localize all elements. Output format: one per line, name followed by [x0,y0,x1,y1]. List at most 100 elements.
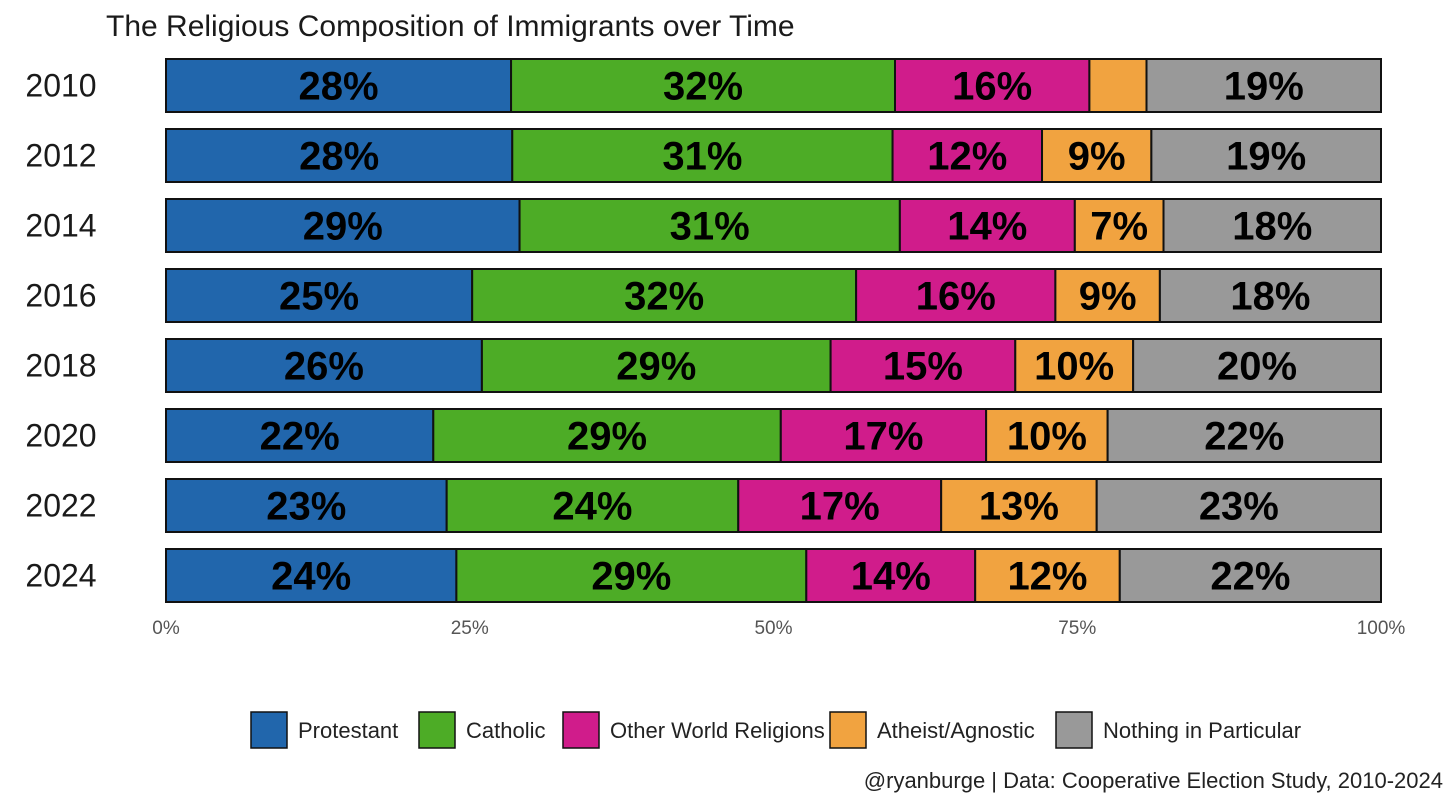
bar-row-2014: 29% 31% 14% 7% 18% [165,198,1383,253]
data-label-other-world-religions-2010: 16% [952,65,1032,109]
bar-other-world-religions-2016 [855,268,1057,323]
bar-row-2010: 28% 32% 16% 19% [165,58,1382,113]
legend-item-nothing-in-particular: Nothing in Particular [1055,711,1301,749]
data-label-atheist-agnostic-2022: 13% [979,485,1059,529]
bar-other-world-religions-2010 [894,58,1091,113]
data-label-other-world-religions-2016: 16% [916,275,996,319]
data-label-nothing-in-particular-2018: 20% [1217,345,1297,389]
bar-nothing-in-particular-2012 [1150,128,1382,183]
bar-row-2024: 24% 29% 14% 12% 22% [165,548,1383,603]
data-label-catholic-2016: 32% [624,275,704,319]
y-tick-label-2012: 2012 [25,138,96,174]
data-label-catholic-2018: 29% [616,345,696,389]
bar-catholic-2024 [455,548,808,603]
data-label-catholic-2020: 29% [567,415,647,459]
data-label-catholic-2024: 29% [591,555,671,599]
bar-catholic-2010 [510,58,896,113]
y-tick-label-2024: 2024 [25,558,96,594]
data-label-atheist-agnostic-2016: 9% [1079,275,1137,319]
x-tick-label-100: 100% [1357,618,1406,639]
legend-label-atheist-agnostic: Atheist/Agnostic [877,718,1035,743]
data-label-protestant-2010: 28% [298,65,378,109]
legend-item-other-world-religions: Other World Religions [562,711,825,749]
data-label-nothing-in-particular-2010: 19% [1224,65,1304,109]
bar-nothing-in-particular-2022 [1095,478,1382,533]
legend-label-protestant: Protestant [298,718,398,743]
legend-label-other-world-religions: Other World Religions [610,718,825,743]
chart-title: The Religious Composition of Immigrants … [106,10,795,43]
x-tick-label-25: 25% [451,618,489,639]
legend-swatch-atheist-agnostic [829,711,867,749]
bar-row-2012: 28% 31% 12% 9% 19% [165,128,1382,183]
legend-item-protestant: Protestant [250,711,398,749]
data-label-other-world-religions-2018: 15% [883,345,963,389]
data-label-nothing-in-particular-2016: 18% [1230,275,1310,319]
data-label-protestant-2018: 26% [284,345,364,389]
legend: Protestant Catholic Other World Religions A… [250,711,1301,749]
legend-label-catholic: Catholic [466,718,545,743]
y-tick-label-2016: 2016 [25,278,96,314]
y-tick-label-2022: 2022 [25,488,96,524]
bar-other-world-religions-2014 [898,198,1076,253]
data-label-catholic-2012: 31% [662,135,742,179]
bar-nothing-in-particular-2020 [1106,408,1382,463]
legend-swatch-protestant [250,711,288,749]
data-label-nothing-in-particular-2024: 22% [1210,555,1290,599]
data-label-atheist-agnostic-2024: 12% [1007,555,1087,599]
year-labels: 2010 2012 2014 2016 2018 2020 2022 2024 [25,68,96,594]
legend-item-atheist-agnostic: Atheist/Agnostic [829,711,1035,749]
data-label-protestant-2022: 23% [266,485,346,529]
y-tick-label-2014: 2014 [25,208,96,244]
bar-catholic-2022 [445,478,740,533]
x-tick-label-0: 0% [152,618,180,639]
data-label-protestant-2024: 24% [271,555,351,599]
bar-protestant-2024 [165,548,458,603]
bar-catholic-2018 [480,338,832,393]
bar-protestant-2012 [165,128,514,183]
legend-swatch-other-world-religions [562,711,600,749]
bar-nothing-in-particular-2018 [1132,338,1383,393]
data-label-nothing-in-particular-2014: 18% [1232,205,1312,249]
bar-atheist-agnostic-2020 [985,408,1109,463]
bar-atheist-agnostic-2012 [1041,128,1153,183]
bar-atheist-agnostic-2014 [1073,198,1165,253]
legend-swatch-nothing-in-particular [1055,711,1093,749]
x-tick-label-50: 50% [754,618,792,639]
y-tick-label-2018: 2018 [25,348,96,384]
data-label-catholic-2010: 32% [663,65,743,109]
bar-nothing-in-particular-2016 [1158,268,1382,323]
data-label-atheist-agnostic-2020: 10% [1007,415,1087,459]
data-label-protestant-2016: 25% [279,275,359,319]
data-label-protestant-2020: 22% [260,415,340,459]
legend-item-catholic: Catholic [418,711,545,749]
bar-protestant-2020 [165,408,435,463]
data-label-catholic-2022: 24% [552,485,632,529]
x-tick-label-75: 75% [1058,618,1096,639]
y-tick-label-2010: 2010 [25,68,96,104]
data-label-protestant-2012: 28% [299,135,379,179]
bar-protestant-2010 [165,58,513,113]
bar-nothing-in-particular-2024 [1118,548,1383,603]
data-label-other-world-religions-2022: 17% [800,485,880,529]
data-label-nothing-in-particular-2012: 19% [1226,135,1306,179]
bar-other-world-religions-2020 [779,408,988,463]
data-label-other-world-religions-2020: 17% [843,415,923,459]
bar-row-2016: 25% 32% 16% 9% 18% [165,268,1382,323]
bar-atheist-agnostic-2010 [1088,58,1148,113]
bar-protestant-2018 [165,338,483,393]
data-label-atheist-agnostic-2012: 9% [1068,135,1126,179]
bar-other-world-religions-2018 [829,338,1017,393]
bar-atheist-agnostic-2024 [974,548,1121,603]
legend-label-nothing-in-particular: Nothing in Particular [1103,718,1301,743]
bar-row-2020: 22% 29% 17% 10% 22% [165,408,1382,463]
bar-protestant-2014 [165,198,521,253]
bar-catholic-2016 [471,268,858,323]
bar-other-world-religions-2024 [805,548,977,603]
bar-nothing-in-particular-2010 [1145,58,1382,113]
data-label-nothing-in-particular-2022: 23% [1199,485,1279,529]
source-caption: @ryanburge | Data: Cooperative Election … [864,768,1443,793]
data-label-protestant-2014: 29% [303,205,383,249]
bar-nothing-in-particular-2014 [1162,198,1383,253]
data-label-atheist-agnostic-2018: 10% [1034,345,1114,389]
